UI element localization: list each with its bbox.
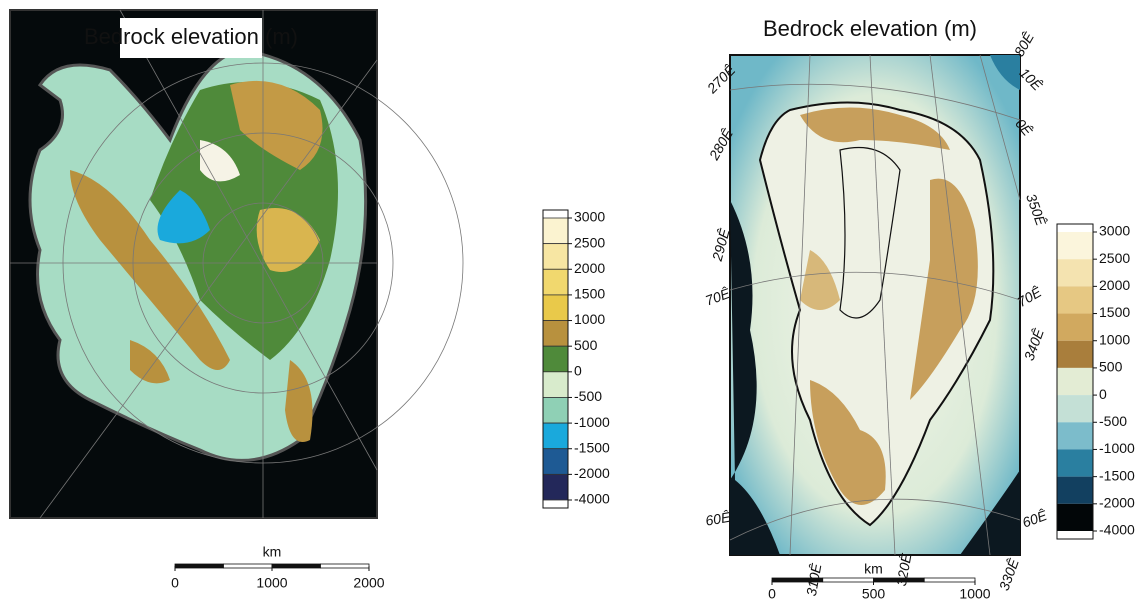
colorbar-segment (543, 218, 568, 244)
scale-segment (823, 578, 874, 582)
colorbar-label: -1000 (1099, 440, 1135, 456)
scale-segment (924, 578, 975, 582)
colorbar-label: 500 (1099, 359, 1123, 375)
colorbar-label: -4000 (574, 491, 610, 507)
colorbar-label: -1500 (1099, 467, 1135, 483)
colorbar-label: -500 (1099, 413, 1127, 429)
colorbar-label: 500 (574, 337, 598, 353)
colorbar-segment (543, 321, 568, 347)
colorbar-label: -2000 (1099, 495, 1135, 511)
colorbar-segment (543, 474, 568, 500)
colorbar-label: 2000 (1099, 277, 1130, 293)
scale-unit: km (864, 561, 883, 577)
colorbar-segment (1057, 504, 1093, 531)
scale-segment (175, 564, 224, 568)
scale-segment (224, 564, 273, 568)
colorbar-label: 1000 (1099, 331, 1130, 347)
scale-label: 1000 (256, 575, 287, 591)
colorbar-label: -2000 (574, 465, 610, 481)
colorbar-label: -1000 (574, 414, 610, 430)
colorbar-segment (1057, 341, 1093, 368)
colorbar-label: -1500 (574, 439, 610, 455)
colorbar-segment (1057, 232, 1093, 259)
scale-unit: km (263, 544, 282, 560)
panel-title: Bedrock elevation (m) (763, 16, 977, 41)
figure: Bedrock elevation (m) 3000 2500 2000 1500 100… (0, 0, 1145, 603)
antarctica-map (10, 10, 463, 518)
colorbar-segment (543, 449, 568, 475)
colorbar-label: -500 (574, 388, 602, 404)
colorbar-segment (543, 397, 568, 423)
colorbar-segment (1057, 286, 1093, 313)
graticule-label: 60Ê (1020, 507, 1050, 531)
scale-segment (321, 564, 370, 568)
colorbar-label: 1500 (1099, 304, 1130, 320)
colorbar-segment (543, 423, 568, 449)
panel-title: Bedrock elevation (m) (84, 24, 298, 49)
colorbar-segment (1057, 422, 1093, 449)
colorbar-label: 2500 (574, 234, 605, 250)
scale-segment (272, 564, 321, 568)
greenland-map (730, 55, 1020, 555)
colorbar-label: 0 (1099, 386, 1107, 402)
colorbar-label: 3000 (1099, 223, 1130, 239)
graticule-label: 340Ê (1021, 326, 1047, 363)
colorbar-label: 2500 (1099, 250, 1130, 266)
scale-label: 0 (768, 586, 776, 602)
scale-label: 0 (171, 575, 179, 591)
graticule-label: 60Ê (704, 509, 732, 529)
colorbar-label: 3000 (574, 209, 605, 225)
colorbar-segment (1057, 368, 1093, 395)
graticule-label: 350Ê (1023, 191, 1049, 228)
graticule-label: 330Ê (996, 556, 1022, 593)
colorbar-segment (543, 295, 568, 321)
scale-label: 1000 (959, 586, 990, 602)
colorbar-segment (543, 346, 568, 372)
colorbar-label: 0 (574, 363, 582, 379)
colorbar-segment (1057, 477, 1093, 504)
scale-label: 2000 (353, 575, 384, 591)
colorbar-segment (1057, 259, 1093, 286)
graticule-label: 310Ê (803, 562, 825, 598)
colorbar-label: 1500 (574, 286, 605, 302)
colorbar-label: 1000 (574, 311, 605, 327)
scale-label: 500 (862, 586, 886, 602)
colorbar-segment (543, 244, 568, 270)
colorbar-segment (1057, 395, 1093, 422)
colorbar-label: -4000 (1099, 522, 1135, 538)
colorbar-segment (1057, 449, 1093, 476)
graticule-label: 70Ê (703, 285, 733, 309)
colorbar-segment (1057, 314, 1093, 341)
colorbar-label: 2000 (574, 260, 605, 276)
colorbar-segment (543, 269, 568, 295)
colorbar-segment (543, 372, 568, 398)
